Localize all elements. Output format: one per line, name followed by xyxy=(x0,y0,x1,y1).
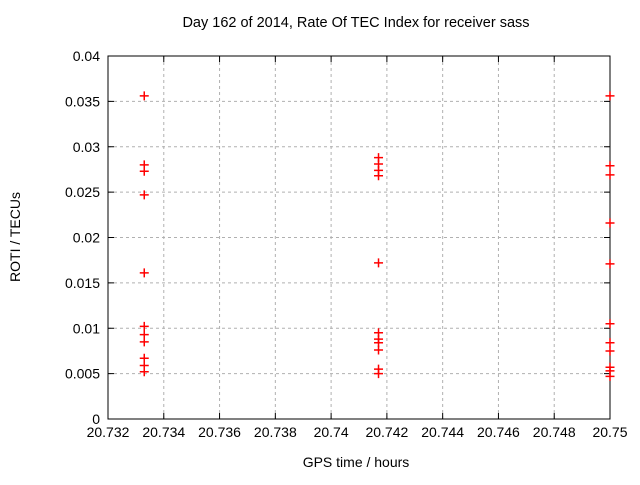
data-point-layer xyxy=(139,91,615,381)
x-tick-label: 20.742 xyxy=(365,424,408,440)
x-axis-label: GPS time / hours xyxy=(303,454,410,470)
data-point xyxy=(605,218,615,228)
x-tick-label: 20.734 xyxy=(142,424,185,440)
y-tick-label: 0.025 xyxy=(65,184,100,200)
x-tick-label: 20.744 xyxy=(421,424,464,440)
chart-title: Day 162 of 2014, Rate Of TEC Index for r… xyxy=(182,15,529,31)
data-point xyxy=(605,319,615,329)
x-tick-label: 20.75 xyxy=(592,424,627,440)
y-tick-label: 0.01 xyxy=(73,320,100,336)
y-axis-label: ROTI / TECUs xyxy=(7,192,23,282)
data-point xyxy=(139,268,149,278)
data-point xyxy=(605,259,615,269)
x-tick-label: 20.746 xyxy=(477,424,520,440)
data-point xyxy=(374,258,384,268)
y-tick-label: 0.015 xyxy=(65,275,100,291)
data-point xyxy=(139,91,149,101)
y-tick-label: 0.035 xyxy=(65,93,100,109)
x-tick-label: 20.732 xyxy=(87,424,130,440)
plot-border xyxy=(107,55,611,420)
data-point xyxy=(605,338,615,348)
y-tick-label: 0.04 xyxy=(73,48,100,64)
data-point xyxy=(605,161,615,171)
data-point xyxy=(605,346,615,356)
data-point xyxy=(374,345,384,355)
x-tick-label: 20.74 xyxy=(314,424,349,440)
data-point xyxy=(139,190,149,200)
y-tick-label: 0.03 xyxy=(73,139,100,155)
data-point xyxy=(139,337,149,347)
data-point xyxy=(139,166,149,176)
y-tick-label: 0.005 xyxy=(65,366,100,382)
data-point xyxy=(605,91,615,101)
x-tick-label: 20.736 xyxy=(198,424,241,440)
y-tick-label: 0 xyxy=(92,411,100,427)
data-point xyxy=(139,367,149,377)
data-point xyxy=(139,321,149,331)
x-tick-label: 20.748 xyxy=(533,424,576,440)
data-point xyxy=(605,371,615,381)
data-point xyxy=(374,369,384,379)
y-tick-label: 0.02 xyxy=(73,230,100,246)
x-tick-label: 20.738 xyxy=(254,424,297,440)
data-point xyxy=(374,171,384,181)
tick-label-layer: 20.732 20.734 20.736 20.738 20.74 20.742 20.74… xyxy=(65,48,628,440)
data-point xyxy=(605,170,615,180)
grid-layer xyxy=(108,56,610,419)
